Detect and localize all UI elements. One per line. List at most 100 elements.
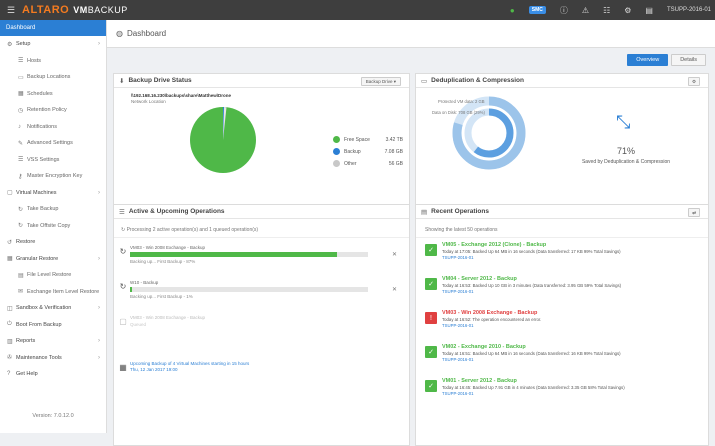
recent-operation[interactable]: ✓ VM05 - Exchange 2012 (Clone) - Backup To… [425,242,702,260]
sidebar-item-label: Exchange Item Level Restore [27,288,100,295]
ring-label-disk: Data on Disk: 708 GB (29%) [432,110,485,115]
spinner-icon: ↻ [119,247,127,256]
drive-path: \\192.168.16.230\backups\share\Matthew\D… [131,93,232,98]
sidebar-item-granular-restore[interactable]: ▦ Granular Restore › [0,251,106,268]
list-icon: ☰ [18,157,24,164]
settings-list-icon[interactable]: ☷ [603,5,611,15]
sidebar-item-label: Virtual Machines [16,189,57,196]
check-icon: ✓ [425,380,437,392]
product-backup: BACKUP [87,5,128,15]
sidebar-item-take-backup[interactable]: ↻ Take Backup [0,201,106,218]
smc-badge[interactable]: SMC [528,6,546,14]
gear-icon: ⚙ [7,41,13,48]
ring-label-protected: Protected VM data: 2 GB [438,99,485,104]
legend-free-space: Free Space 3.42 TB [333,136,403,143]
sidebar-item-label: File Level Restore [27,272,72,279]
refresh-button[interactable]: ⇄ [688,208,700,217]
sidebar-item-label: Hosts [27,57,42,64]
server-icon[interactable]: ▤ [645,5,653,15]
sidebar-item-master-encryption-key[interactable]: ⚷ Master Encryption Key [0,168,106,185]
tab-details[interactable]: Details [671,54,706,66]
sidebar-item-notifications[interactable]: ♪ Notifications [0,119,106,136]
main-content: ◍ Dashboard Overview Details ⬇ Backup Dri… [107,20,715,446]
gear-icon[interactable]: ⚙ [624,5,632,15]
mail-icon: ✉ [18,289,24,296]
panel-title: Recent Operations [431,208,489,215]
chevron-icon: › [98,338,100,345]
warning-icon[interactable]: ⚠ [581,5,590,15]
spinner-icon: ↻ [121,227,127,233]
grid-icon: ▦ [7,256,13,263]
sidebar-item-virtual-machines[interactable]: ▢ Virtual Machines › [0,185,106,202]
ops-summary: ↻ Processing 2 active operation(s) and 1… [121,227,259,233]
sidebar-item-exchange-item-level-restore[interactable]: ✉ Exchange Item Level Restore [0,284,106,301]
sidebar-item-get-help[interactable]: ? Get Help [0,366,106,383]
sidebar-item-dashboard[interactable]: Dashboard [0,20,106,36]
wrench-icon: ✎ [18,140,24,147]
panel-title: Deduplication & Compression [431,77,524,84]
sidebar-item-sandbox-verification[interactable]: ◫ Sandbox & Verification › [0,300,106,317]
top-bar: ☰ ALTARO VMBACKUP ● SMC ⓘ ⚠ ☷ ⚙ ▤ TSUPP-… [0,0,715,20]
sidebar-item-boot-from-backup[interactable]: ⏻ Boot From Backup [0,317,106,334]
sidebar-item-retention-policy[interactable]: ◷ Retention Policy [0,102,106,119]
settings-button[interactable]: ⚙ [687,77,700,86]
list-icon: ▤ [421,208,428,216]
sidebar-item-restore[interactable]: ↺ Restore [0,234,106,251]
cancel-icon[interactable]: ✕ [391,252,397,258]
chevron-icon: › [98,189,100,196]
drive-icon: ▭ [421,77,428,85]
panel-title: Backup Drive Status [128,77,192,84]
sidebar-item-label: Backup Locations [27,74,71,81]
sidebar-item-reports[interactable]: ▥ Reports › [0,333,106,350]
info-icon[interactable]: ⓘ [559,5,568,15]
recent-operation[interactable]: ✓ VM04 - Server 2012 - Backup Today at 16:… [425,276,702,294]
menu-icon[interactable]: ☰ [6,4,16,15]
dedup-ring-chart [452,96,526,170]
upcoming-backup[interactable]: ▦ Upcoming Backup of 4 Virtual Machines … [116,357,407,372]
hostname: TSUPP-2016-01 [666,7,711,13]
logo: ALTARO VMBACKUP [22,4,128,16]
tools-icon: ✇ [7,355,13,362]
download-icon: ⬇ [119,77,125,85]
clock-icon: ◷ [18,107,24,114]
chevron-icon: › [98,255,100,262]
refresh-icon: ↻ [18,206,24,213]
sidebar-item-maintenance-tools[interactable]: ✇ Maintenance Tools › [0,350,106,367]
sidebar-item-advanced-settings[interactable]: ✎ Advanced Settings [0,135,106,152]
chart-icon: ▥ [7,338,13,345]
check-icon: ✓ [425,278,437,290]
sidebar-item-vss-settings[interactable]: ☰ VSS Settings [0,152,106,169]
recent-ops-panel: ▤ Recent Operations ⇄ Showing the latest … [415,204,709,446]
monitor-icon: ▢ [7,190,13,197]
chat-icon[interactable]: ● [509,5,515,15]
calendar-icon: ▦ [18,91,24,98]
chevron-icon: › [98,41,100,48]
sidebar-item-backup-locations[interactable]: ▭ Backup Locations [0,69,106,86]
recent-operation[interactable]: ✓ VM01 - Server 2012 - Backup Today at 16:… [425,378,702,396]
recent-operation[interactable]: ! VM03 - Win 2008 Exchange - Backup Today … [425,310,702,328]
page-title: Dashboard [126,29,167,38]
operation-row: ↻ VM03 - Win 2008 Exchange - Backup Backin… [116,241,407,264]
sidebar-item-setup[interactable]: ⚙ Setup › [0,36,106,53]
calendar-icon: ▦ [119,363,127,372]
progress-bar [130,252,368,257]
product-vm: VM [73,5,88,15]
sidebar-item-file-level-restore[interactable]: ▤ File Level Restore [0,267,106,284]
legend-other: Other 56 GB [333,160,403,167]
sidebar-item-take-offsite-copy[interactable]: ↻ Take Offsite Copy [0,218,106,235]
tab-overview[interactable]: Overview [627,54,669,66]
sidebar-item-label: Take Offsite Copy [27,222,71,229]
refresh-icon: ↻ [18,223,24,230]
drive-icon: ▭ [18,74,24,81]
sidebar-item-label: Retention Policy [27,107,67,114]
pie-backup [223,106,224,140]
backup-drive-button[interactable]: Backup Drive ▾ [360,77,401,86]
sidebar-item-schedules[interactable]: ▦ Schedules [0,86,106,103]
legend-backup: Backup 7.08 GB [333,148,403,155]
cancel-icon[interactable]: ✕ [391,287,397,293]
compress-icon: ⤡ [616,112,631,132]
recent-operation[interactable]: ✓ VM02 - Exchange 2010 - Backup Today at 1… [425,344,702,362]
sidebar-item-hosts[interactable]: ☰ Hosts [0,53,106,70]
restore-icon: ↺ [7,239,13,246]
box-icon: ◫ [7,305,13,312]
